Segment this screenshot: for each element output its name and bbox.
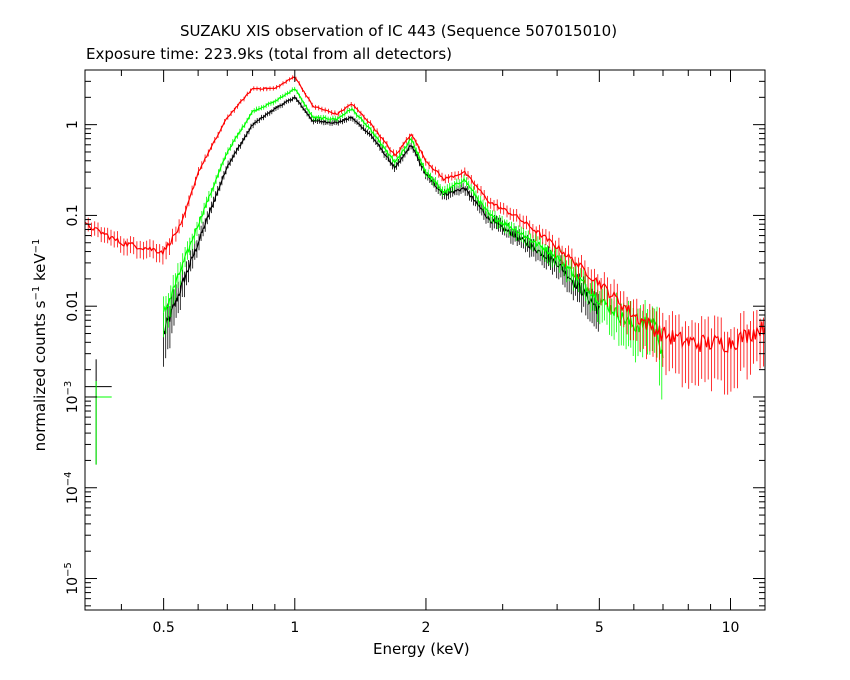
x-tick-label: 10 <box>722 620 740 636</box>
tick-labels: 0.5 1 2 5 10 1 0.1 0.01 10−3 10−4 10−5 <box>63 120 739 636</box>
x-tick-label: 0.5 <box>152 620 174 636</box>
y-axis-label-main: normalized counts s <box>31 300 49 452</box>
y-axis-label-exp1: −1 <box>31 285 42 301</box>
low-energy-point-0 <box>85 359 112 465</box>
y-tick-label: 10−3 <box>63 381 81 414</box>
x-tick-label: 1 <box>290 620 299 636</box>
x-tick-label: 2 <box>421 620 430 636</box>
axis-ticks <box>85 69 765 610</box>
y-axis-label-mid: keV <box>31 253 49 286</box>
y-tick-label: 10−4 <box>63 471 81 504</box>
spectrum-series-2 <box>85 75 765 395</box>
low-energy-point-1 <box>85 380 112 465</box>
x-tick-label: 5 <box>595 620 604 636</box>
plot-frame <box>84 69 766 611</box>
chart-subtitle: Exposure time: 223.9ks (total from all d… <box>86 45 453 63</box>
x-axis-label: Energy (keV) <box>373 640 470 658</box>
y-tick-label: 10−5 <box>63 562 81 595</box>
y-axis-label-exp2: −1 <box>31 238 42 254</box>
y-tick-label: 1 <box>65 120 81 129</box>
y-tick-label: 0.1 <box>65 204 81 226</box>
spectrum-series-1 <box>163 86 664 400</box>
chart-title: SUZAKU XIS observation of IC 443 (Sequen… <box>180 22 618 40</box>
y-axis-label: normalized counts s−1 keV−1 <box>31 239 49 452</box>
spectrum-data-layer <box>85 75 765 465</box>
y-tick-label: 0.01 <box>65 291 81 322</box>
